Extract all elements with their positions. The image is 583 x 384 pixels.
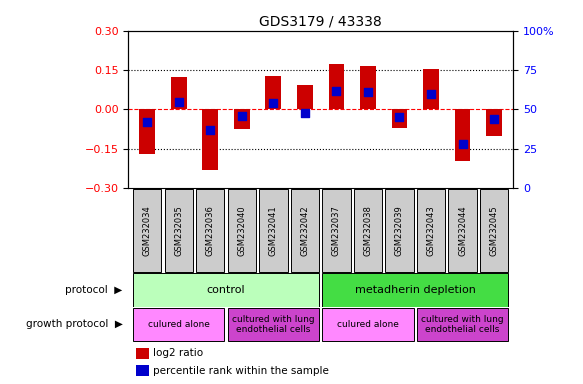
Point <box>395 114 404 120</box>
Text: percentile rank within the sample: percentile rank within the sample <box>153 366 329 376</box>
Bar <box>455 109 470 161</box>
Text: GSM232043: GSM232043 <box>427 205 436 256</box>
Point <box>237 113 247 119</box>
Bar <box>227 308 319 341</box>
Text: GSM232042: GSM232042 <box>300 205 310 256</box>
Text: GSM232041: GSM232041 <box>269 205 278 256</box>
Point <box>458 141 467 147</box>
Bar <box>329 63 345 109</box>
Text: control: control <box>207 285 245 295</box>
Point <box>332 88 341 94</box>
Text: culured alone: culured alone <box>337 320 399 329</box>
Point <box>174 98 184 104</box>
Text: GSM232039: GSM232039 <box>395 205 404 256</box>
FancyBboxPatch shape <box>259 189 287 272</box>
Text: metadherin depletion: metadherin depletion <box>355 285 476 295</box>
FancyBboxPatch shape <box>227 189 256 272</box>
FancyBboxPatch shape <box>322 189 350 272</box>
Text: growth protocol  ▶: growth protocol ▶ <box>26 319 122 329</box>
FancyBboxPatch shape <box>480 189 508 272</box>
Bar <box>417 308 508 341</box>
Text: GSM232037: GSM232037 <box>332 205 341 256</box>
Bar <box>133 308 224 341</box>
Point <box>363 89 373 95</box>
Bar <box>322 273 508 306</box>
Bar <box>423 69 439 109</box>
Point <box>426 91 436 97</box>
Bar <box>136 348 149 359</box>
Title: GDS3179 / 43338: GDS3179 / 43338 <box>259 14 382 28</box>
Bar <box>139 109 155 154</box>
Point <box>269 100 278 106</box>
Bar <box>234 109 250 129</box>
Text: cultured with lung
endothelial cells: cultured with lung endothelial cells <box>422 315 504 334</box>
Text: GSM232045: GSM232045 <box>490 205 498 256</box>
Bar <box>392 109 408 128</box>
Point <box>490 116 499 122</box>
Text: GSM232044: GSM232044 <box>458 205 467 256</box>
FancyBboxPatch shape <box>291 189 319 272</box>
Text: GSM232036: GSM232036 <box>206 205 215 256</box>
Bar <box>171 77 187 109</box>
Bar <box>202 109 218 170</box>
Bar <box>136 365 149 376</box>
FancyBboxPatch shape <box>164 189 193 272</box>
Text: GSM232040: GSM232040 <box>237 205 246 256</box>
Bar <box>322 308 414 341</box>
FancyBboxPatch shape <box>448 189 477 272</box>
Text: protocol  ▶: protocol ▶ <box>65 285 122 295</box>
Text: GSM232038: GSM232038 <box>363 205 373 256</box>
Bar <box>486 109 502 136</box>
FancyBboxPatch shape <box>354 189 382 272</box>
FancyBboxPatch shape <box>196 189 224 272</box>
FancyBboxPatch shape <box>385 189 414 272</box>
Point <box>142 119 152 125</box>
Point <box>300 109 310 116</box>
Point <box>206 127 215 133</box>
Text: log2 ratio: log2 ratio <box>153 348 203 358</box>
FancyBboxPatch shape <box>133 189 161 272</box>
Bar <box>360 66 376 109</box>
Bar <box>297 84 312 109</box>
Text: cultured with lung
endothelial cells: cultured with lung endothelial cells <box>232 315 315 334</box>
Bar <box>265 76 281 109</box>
Text: GSM232034: GSM232034 <box>143 205 152 256</box>
FancyBboxPatch shape <box>417 189 445 272</box>
Text: GSM232035: GSM232035 <box>174 205 183 256</box>
Bar <box>133 273 319 306</box>
Text: culured alone: culured alone <box>147 320 210 329</box>
